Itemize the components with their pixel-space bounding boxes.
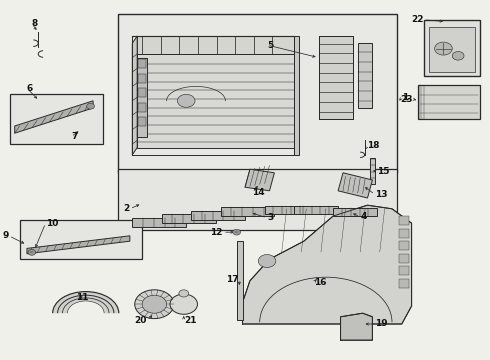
Text: 13: 13	[375, 190, 388, 199]
Text: 7: 7	[71, 132, 77, 141]
Text: 11: 11	[76, 292, 89, 302]
Text: 4: 4	[360, 212, 367, 221]
Polygon shape	[333, 208, 377, 216]
Polygon shape	[162, 214, 216, 223]
Bar	[10, 94, 103, 144]
Bar	[399, 279, 409, 288]
Bar	[399, 241, 409, 250]
Polygon shape	[15, 101, 93, 133]
Text: 9: 9	[2, 231, 9, 240]
Circle shape	[258, 255, 276, 267]
Polygon shape	[137, 58, 147, 137]
Polygon shape	[265, 206, 309, 214]
Circle shape	[142, 295, 167, 313]
Bar	[138, 117, 146, 126]
Polygon shape	[132, 218, 186, 227]
Bar	[399, 216, 409, 225]
Text: 10: 10	[46, 219, 58, 228]
Polygon shape	[294, 36, 299, 155]
Polygon shape	[358, 43, 372, 108]
Text: 22: 22	[411, 15, 424, 24]
Circle shape	[177, 94, 195, 107]
Text: 8: 8	[32, 19, 38, 28]
Text: 12: 12	[210, 228, 223, 237]
Bar	[118, 14, 397, 173]
Circle shape	[233, 229, 241, 235]
Bar	[418, 85, 480, 119]
Polygon shape	[132, 36, 137, 155]
Text: 20: 20	[135, 316, 147, 325]
Polygon shape	[294, 206, 338, 214]
Text: 3: 3	[267, 213, 273, 222]
Bar	[20, 220, 142, 259]
Text: 17: 17	[226, 274, 239, 284]
Circle shape	[135, 290, 174, 319]
Circle shape	[179, 290, 189, 297]
Polygon shape	[52, 292, 119, 313]
Bar	[138, 88, 146, 97]
Text: 5: 5	[267, 40, 273, 49]
Text: 14: 14	[252, 188, 265, 197]
Polygon shape	[245, 169, 274, 191]
Bar	[429, 27, 475, 72]
Polygon shape	[137, 36, 294, 54]
Circle shape	[452, 51, 464, 60]
Circle shape	[28, 249, 36, 255]
Text: 18: 18	[368, 141, 380, 150]
Polygon shape	[27, 236, 130, 254]
Text: 16: 16	[314, 278, 326, 287]
Circle shape	[170, 294, 197, 314]
Text: 1: 1	[402, 93, 408, 102]
Text: 21: 21	[184, 316, 196, 325]
Polygon shape	[243, 205, 412, 324]
Circle shape	[87, 103, 95, 109]
Text: 19: 19	[375, 320, 388, 328]
Polygon shape	[137, 54, 294, 148]
Bar	[138, 74, 146, 83]
Bar	[399, 254, 409, 263]
Text: 15: 15	[377, 166, 390, 175]
Polygon shape	[237, 241, 243, 320]
Polygon shape	[191, 211, 245, 220]
Polygon shape	[341, 313, 372, 340]
Bar	[399, 229, 409, 238]
Bar	[399, 266, 409, 275]
Text: 2: 2	[123, 204, 130, 213]
Circle shape	[435, 42, 452, 55]
Polygon shape	[338, 173, 372, 198]
Bar	[424, 20, 480, 76]
Text: 6: 6	[27, 84, 33, 93]
Bar	[118, 169, 397, 230]
Polygon shape	[220, 207, 274, 216]
Text: 23: 23	[400, 94, 413, 104]
Bar	[138, 59, 146, 68]
Polygon shape	[318, 36, 353, 119]
Bar	[138, 103, 146, 112]
Polygon shape	[370, 158, 375, 184]
